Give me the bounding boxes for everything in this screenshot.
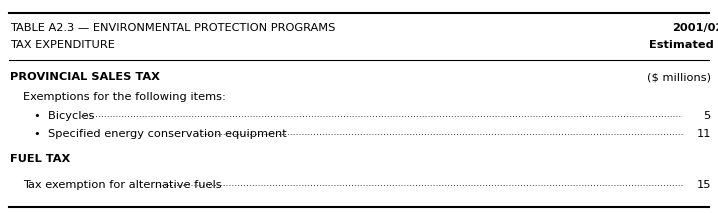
Text: Estimated Cost: Estimated Cost (649, 40, 718, 50)
Text: •  Bicycles: • Bicycles (34, 111, 95, 121)
Text: ($ millions): ($ millions) (647, 72, 711, 82)
Text: 11: 11 (696, 129, 711, 139)
Text: Tax exemption for alternative fuels: Tax exemption for alternative fuels (23, 180, 222, 190)
Text: TAX EXPENDITURE: TAX EXPENDITURE (10, 40, 115, 50)
Text: PROVINCIAL SALES TAX: PROVINCIAL SALES TAX (10, 72, 160, 82)
Text: 2001/02: 2001/02 (672, 23, 718, 33)
Text: •  Specified energy conservation equipment: • Specified energy conservation equipmen… (34, 129, 287, 139)
Text: TABLE A2.3 — ENVIRONMENTAL PROTECTION PROGRAMS: TABLE A2.3 — ENVIRONMENTAL PROTECTION PR… (10, 23, 335, 33)
Text: 15: 15 (696, 180, 711, 190)
Text: Exemptions for the following items:: Exemptions for the following items: (23, 92, 226, 102)
Text: FUEL TAX: FUEL TAX (10, 154, 70, 164)
Text: 5: 5 (704, 111, 711, 121)
